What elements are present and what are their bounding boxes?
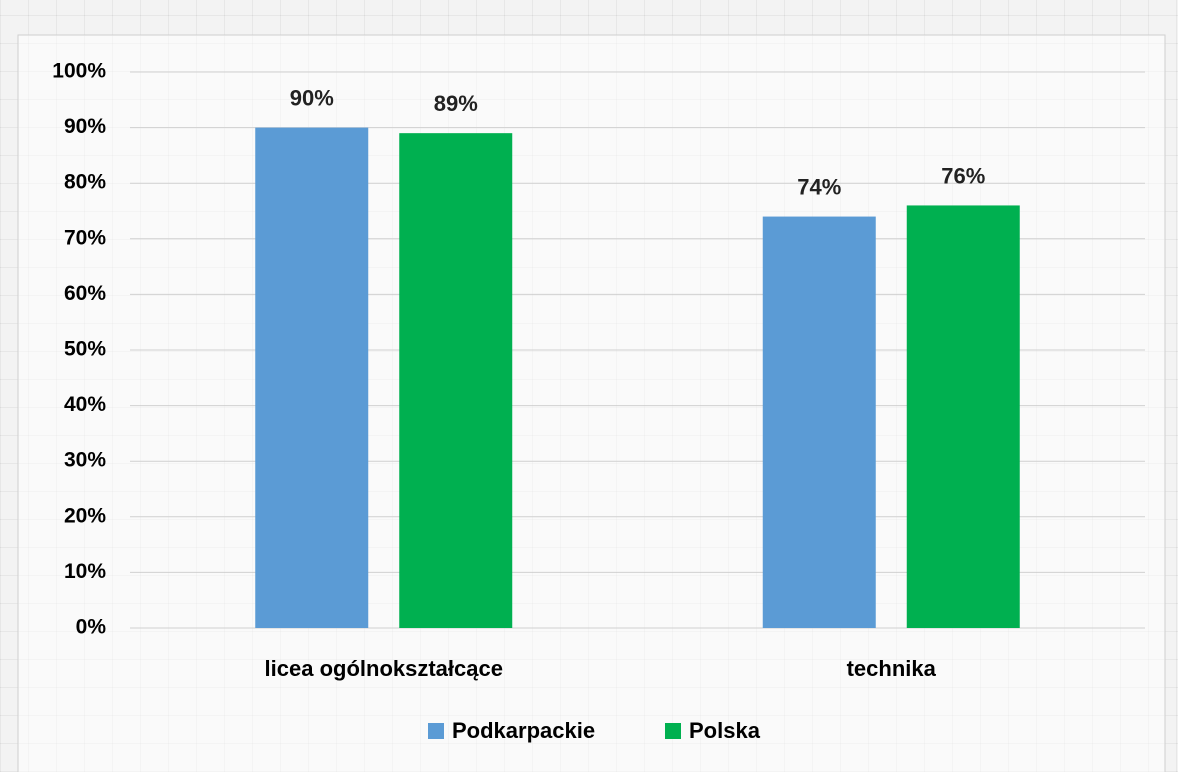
y-tick-label: 40% — [64, 393, 106, 416]
value-label: 76% — [941, 163, 985, 188]
value-label: 74% — [797, 174, 841, 199]
y-tick-label: 50% — [64, 338, 106, 361]
y-tick-label: 20% — [64, 504, 106, 527]
value-label: 90% — [290, 85, 334, 110]
y-tick-label: 0% — [76, 616, 107, 639]
legend-label: Podkarpackie — [452, 718, 595, 743]
bar — [255, 127, 369, 628]
y-tick-label: 10% — [64, 560, 106, 583]
y-tick-label: 70% — [64, 226, 106, 249]
y-tick-label: 80% — [64, 171, 106, 194]
x-tick-label: licea ogólnokształcące — [265, 656, 503, 681]
legend-label: Polska — [689, 718, 761, 743]
bar — [906, 205, 1020, 628]
value-label: 89% — [434, 91, 478, 116]
y-tick-label: 60% — [64, 282, 106, 305]
legend-swatch — [428, 723, 444, 739]
x-tick-label: technika — [847, 656, 937, 681]
legend-swatch — [665, 723, 681, 739]
y-tick-label: 90% — [64, 115, 106, 138]
bar — [399, 133, 513, 628]
bar — [762, 216, 876, 628]
y-tick-label: 30% — [64, 449, 106, 472]
y-tick-label: 100% — [52, 60, 106, 83]
